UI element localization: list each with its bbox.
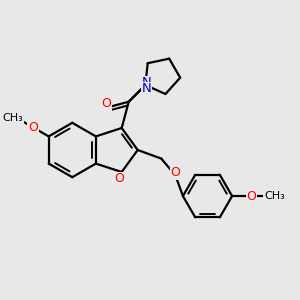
Text: O: O (170, 166, 180, 179)
Text: O: O (247, 190, 256, 202)
Text: CH₃: CH₃ (2, 113, 23, 123)
Text: CH₃: CH₃ (264, 191, 285, 201)
Text: N: N (142, 76, 151, 89)
Text: O: O (101, 97, 111, 110)
Text: O: O (28, 121, 38, 134)
Text: O: O (115, 172, 124, 185)
Text: N: N (142, 82, 151, 95)
